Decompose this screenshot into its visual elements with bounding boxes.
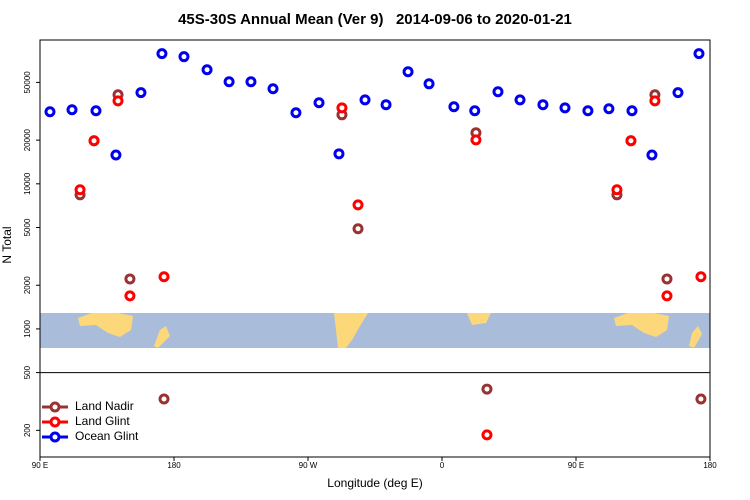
plot-frame: [39, 39, 711, 458]
point: [646, 149, 658, 161]
point: [469, 105, 481, 117]
x-tick-label: 90 W: [299, 461, 318, 470]
point: [290, 107, 302, 119]
legend-marker: [49, 431, 61, 443]
point: [470, 134, 482, 146]
x-tick-label: 0: [440, 461, 445, 470]
y-tick-label: 20000: [23, 128, 32, 151]
point: [110, 149, 122, 161]
legend-label: Ocean Glint: [75, 429, 139, 443]
x-tick-label: 180: [167, 461, 181, 470]
point: [611, 184, 623, 196]
point: [336, 102, 348, 114]
legend-label: Land Nadir: [75, 399, 134, 413]
point: [492, 86, 504, 98]
point: [245, 76, 257, 88]
point: [66, 104, 78, 116]
x-axis-label: Longitude (deg E): [327, 476, 422, 490]
y-tick-label: 5000: [23, 218, 32, 236]
point: [359, 94, 371, 106]
y-tick-label: 500: [23, 365, 32, 379]
legend-label: Land Glint: [75, 414, 130, 428]
y-tick-label: 200: [23, 423, 32, 437]
point: [158, 271, 170, 283]
point: [481, 429, 493, 441]
point: [201, 64, 213, 76]
point: [559, 102, 571, 114]
point: [313, 97, 325, 109]
y-axis-label: N Total: [0, 226, 14, 263]
y-tick-label: 2000: [23, 276, 32, 294]
point: [267, 83, 279, 95]
point: [90, 105, 102, 117]
map-band: [40, 313, 710, 348]
x-tick-label: 180: [703, 461, 717, 470]
point: [448, 101, 460, 113]
point: [124, 273, 136, 285]
point: [112, 95, 124, 107]
point: [352, 199, 364, 211]
point: [352, 223, 364, 235]
y-tick-label: 10000: [23, 172, 32, 195]
point: [603, 103, 615, 115]
y-tick-label: 1000: [23, 319, 32, 337]
point: [223, 76, 235, 88]
point: [44, 106, 56, 118]
point: [672, 87, 684, 99]
point: [481, 383, 493, 395]
point: [695, 271, 707, 283]
point: [649, 95, 661, 107]
point: [693, 48, 705, 60]
point: [626, 105, 638, 117]
point: [156, 48, 168, 60]
point: [135, 87, 147, 99]
point: [124, 290, 136, 302]
point: [582, 105, 594, 117]
point: [514, 94, 526, 106]
point: [402, 66, 414, 78]
point: [423, 78, 435, 90]
point: [178, 51, 190, 63]
point: [661, 290, 673, 302]
point: [74, 184, 86, 196]
point: [158, 393, 170, 405]
point: [661, 273, 673, 285]
x-tick-label: 90 E: [568, 461, 584, 470]
point: [625, 135, 637, 147]
point: [333, 148, 345, 160]
y-tick-label: 50000: [23, 71, 32, 94]
legend-marker: [49, 416, 61, 428]
chart-title: 45S-30S Annual Mean (Ver 9) 2014-09-06 t…: [178, 11, 572, 28]
legend-marker: [49, 401, 61, 413]
point: [695, 393, 707, 405]
point: [537, 99, 549, 111]
x-tick-label: 90 E: [32, 461, 48, 470]
point: [88, 135, 100, 147]
point: [380, 99, 392, 111]
